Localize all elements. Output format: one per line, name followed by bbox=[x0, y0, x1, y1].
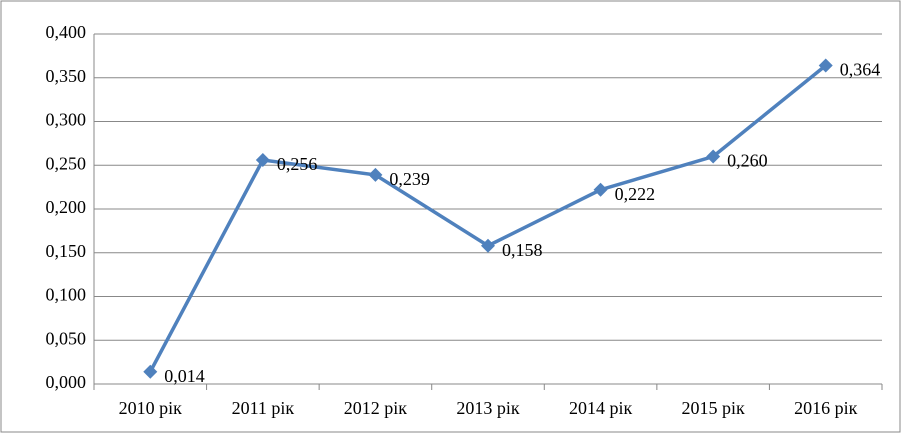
marker bbox=[481, 238, 495, 253]
data-label: 0,014 bbox=[164, 366, 205, 386]
marker bbox=[706, 149, 721, 164]
data-label: 0,222 bbox=[615, 184, 656, 204]
x-tick-label: 2013 рік bbox=[456, 398, 520, 418]
y-tick-label: 0,050 bbox=[46, 328, 87, 348]
data-label: 0,364 bbox=[840, 60, 881, 80]
data-label: 0,158 bbox=[502, 240, 543, 260]
x-tick-label: 2014 рік bbox=[569, 398, 633, 418]
data-label: 0,239 bbox=[389, 169, 430, 189]
x-tick-label: 2012 рік bbox=[344, 398, 408, 418]
data-label: 0,256 bbox=[277, 154, 318, 174]
y-tick-label: 0,200 bbox=[46, 197, 87, 217]
y-tick-label: 0,100 bbox=[46, 285, 87, 305]
y-tick-label: 0,000 bbox=[46, 372, 87, 392]
marker bbox=[368, 167, 383, 182]
y-tick-label: 0,150 bbox=[46, 241, 87, 261]
marker bbox=[593, 182, 608, 197]
y-tick-label: 0,250 bbox=[46, 153, 87, 173]
y-tick-label: 0,350 bbox=[46, 66, 87, 86]
y-tick-label: 0,400 bbox=[46, 22, 87, 42]
x-tick-label: 2016 рік bbox=[794, 398, 858, 418]
marker bbox=[818, 58, 833, 73]
x-tick-label: 2015 рік bbox=[682, 398, 746, 418]
marker bbox=[143, 364, 158, 379]
x-tick-label: 2011 рік bbox=[232, 398, 295, 418]
y-tick-label: 0,300 bbox=[46, 110, 87, 130]
marker bbox=[255, 153, 270, 167]
data-label: 0,260 bbox=[727, 151, 768, 171]
x-tick-label: 2010 рік bbox=[119, 398, 183, 418]
